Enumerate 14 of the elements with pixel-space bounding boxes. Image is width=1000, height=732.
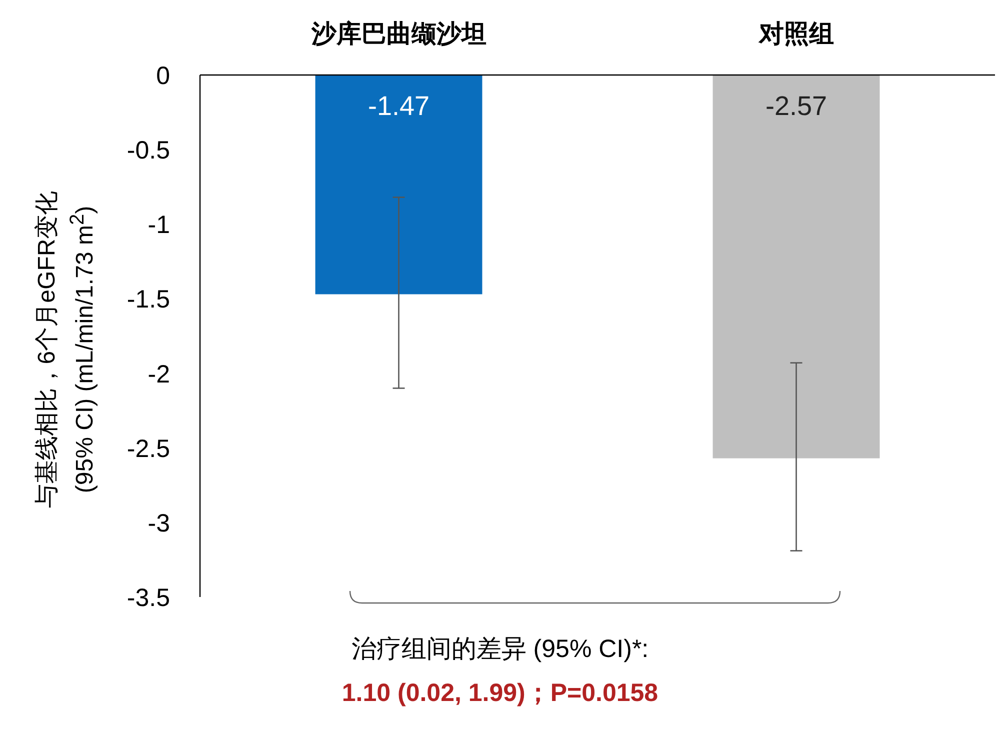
x-tick-label: 对照组: [758, 19, 834, 48]
x-tick-label: 沙库巴曲缬沙坦: [310, 19, 486, 48]
data-label: -1.47: [368, 91, 430, 121]
text: 1.10 (0.02, 1.99)；P=0.0158: [340, 678, 660, 709]
y-tick-label: -2.5: [126, 434, 170, 463]
y-tick-label: -2: [148, 360, 170, 388]
y-tick-label: -3: [148, 509, 170, 538]
y-tick-label: -1.5: [126, 286, 170, 314]
data-label: -2.57: [765, 91, 828, 121]
text: 治疗组间的差异 (95% CI)*:: [350, 634, 650, 665]
y-tick-label: -0.5: [126, 136, 170, 165]
y-tick-label: 0: [156, 62, 170, 90]
y-tick-label: -3.5: [126, 584, 170, 612]
y-tick-label: -1: [148, 211, 170, 240]
